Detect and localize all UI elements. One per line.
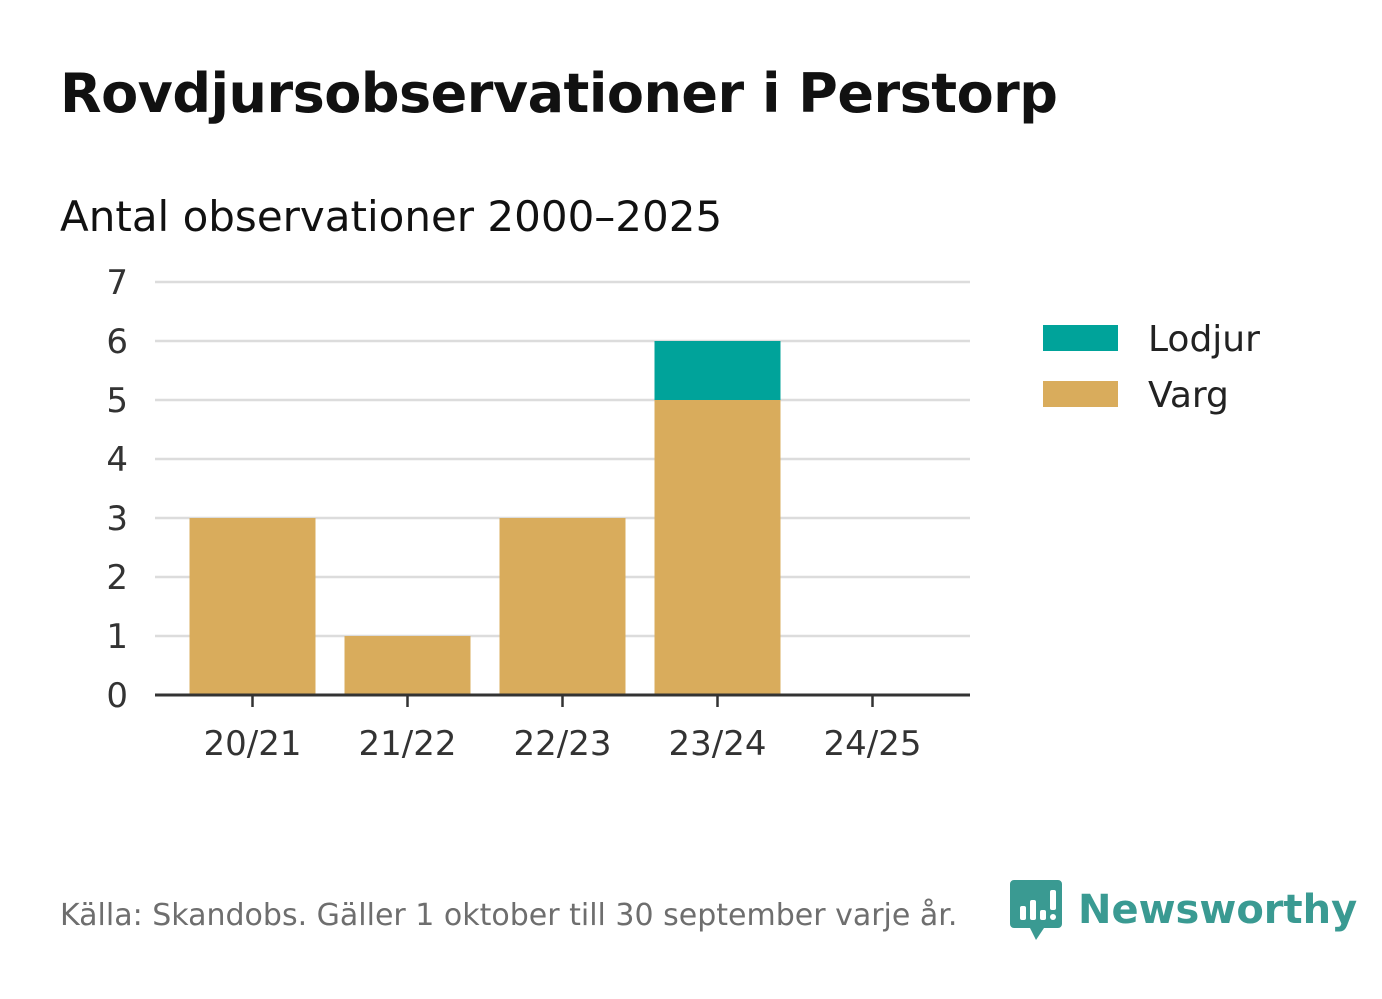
y-tick-label-5: 5 bbox=[106, 381, 128, 421]
legend: Lodjur Varg bbox=[1043, 319, 1260, 416]
y-tick-label-6: 6 bbox=[106, 322, 128, 362]
chart-subtitle: Antal observationer 2000–2025 bbox=[60, 192, 723, 241]
chart-bars-speech-bubble-icon bbox=[1010, 880, 1062, 940]
brand-logo: Newsworthy bbox=[1010, 878, 1357, 942]
legend-label-varg: Varg bbox=[1148, 375, 1229, 416]
chart-title: Rovdjursobservationer i Perstorp bbox=[60, 62, 1058, 125]
y-tick-label-0: 0 bbox=[106, 676, 128, 716]
bar-varg-23-24 bbox=[654, 400, 781, 695]
x-axis: 20/21 21/22 22/23 23/24 24/25 bbox=[155, 693, 970, 764]
bar-varg-20-21 bbox=[189, 518, 316, 695]
x-tick-label-24-25: 24/25 bbox=[824, 724, 922, 764]
x-tick-label-20-21: 20/21 bbox=[204, 724, 302, 764]
y-axis-ticks: 0 1 2 3 4 5 6 7 bbox=[106, 263, 128, 716]
y-tick-label-1: 1 bbox=[106, 617, 128, 657]
legend-label-lodjur: Lodjur bbox=[1148, 319, 1260, 360]
source-note: Källa: Skandobs. Gäller 1 oktober till 3… bbox=[60, 898, 958, 933]
brand-name: Newsworthy bbox=[1078, 887, 1358, 933]
x-tick-label-23-24: 23/24 bbox=[669, 724, 767, 764]
legend-swatch-varg bbox=[1043, 381, 1118, 407]
bars bbox=[189, 341, 781, 695]
legend-swatch-lodjur bbox=[1043, 325, 1118, 351]
y-tick-label-3: 3 bbox=[106, 499, 128, 539]
x-tick-label-22-23: 22/23 bbox=[514, 724, 612, 764]
bar-varg-22-23 bbox=[499, 518, 626, 695]
y-tick-label-4: 4 bbox=[106, 440, 128, 480]
bar-varg-21-22 bbox=[344, 636, 471, 695]
bar-lodjur-23-24 bbox=[654, 341, 781, 400]
x-tick-label-21-22: 21/22 bbox=[359, 724, 457, 764]
y-tick-label-2: 2 bbox=[106, 558, 128, 598]
y-tick-label-7: 7 bbox=[106, 263, 128, 303]
